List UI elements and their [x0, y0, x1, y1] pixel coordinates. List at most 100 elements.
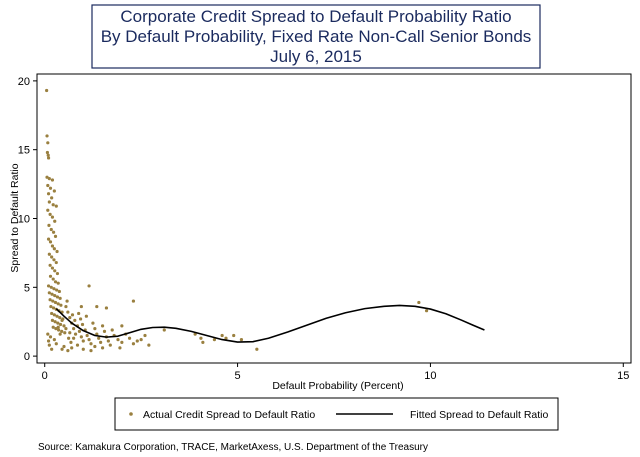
scatter-point [56, 321, 60, 325]
scatter-point [46, 284, 51, 288]
scatter-point [54, 342, 58, 346]
scatter-point [51, 299, 55, 303]
scatter-point [104, 306, 109, 310]
legend-scatter-marker [129, 412, 133, 416]
scatter-point [51, 325, 55, 329]
fitted-line [55, 304, 485, 343]
scatter-point [48, 240, 53, 244]
scatter-point [53, 320, 57, 324]
scatter-point [108, 343, 112, 347]
scatter-point [49, 285, 53, 289]
title-box [91, 4, 541, 69]
y-tick-label: 15 [18, 145, 30, 157]
scatter-point [55, 271, 60, 276]
scatter-point [46, 339, 51, 343]
y-axis-label: Spread to Default Ratio [9, 163, 21, 272]
scatter-point [50, 215, 55, 219]
scatter-point [95, 304, 99, 309]
scatter-point [75, 343, 80, 347]
scatter-point [53, 219, 57, 223]
scatter-point [53, 280, 58, 284]
x-tick-label: 10 [424, 370, 436, 382]
scatter-point [69, 340, 73, 344]
scatter-point [131, 299, 136, 303]
scatter-point [147, 343, 151, 347]
scatter-point [77, 311, 81, 316]
scatter-point [46, 192, 51, 196]
scatter-point [72, 336, 76, 340]
scatter-point [91, 321, 95, 325]
axis-ticks: 0 5 10 15 0 5 10 15 20 [18, 76, 630, 382]
scatter-point [143, 333, 147, 338]
scatter-point [66, 349, 70, 353]
scatter-point [58, 296, 62, 300]
scatter-point [50, 196, 54, 200]
scatter-point [46, 153, 50, 157]
scatter-point [79, 304, 83, 309]
scatter-point [120, 324, 124, 328]
scatter-point [51, 277, 55, 281]
scatter-point [73, 318, 77, 322]
scatter-point [139, 338, 143, 342]
scatter-point [49, 227, 53, 232]
scatter-point [255, 347, 259, 351]
scatter-point [50, 311, 54, 316]
scatter-point [51, 203, 55, 207]
scatter-point [58, 322, 63, 327]
scatter-point [99, 340, 103, 344]
scatter-point [56, 325, 60, 329]
scatter-point [67, 336, 71, 340]
scatter-point [65, 299, 69, 303]
scatter-point [50, 318, 55, 322]
scatter-point [77, 329, 82, 333]
scatter-point [45, 150, 50, 155]
scatter-point [79, 335, 83, 339]
scatter-point [417, 300, 421, 305]
scatter-point [89, 342, 93, 346]
scatter-point [55, 314, 59, 318]
scatter-point [47, 176, 51, 181]
y-tick-label: 0 [24, 351, 30, 363]
scatter-point [56, 281, 60, 285]
scatter-point [46, 208, 50, 212]
scatter-point [46, 156, 51, 160]
scatter-point [87, 338, 91, 342]
scatter-point [50, 178, 55, 182]
scatter-point [73, 332, 78, 336]
scatter-point [232, 333, 236, 338]
scatter-point [424, 309, 429, 313]
scatter-point [116, 338, 120, 342]
scatter-point [55, 295, 60, 299]
scatter-point [220, 333, 224, 338]
scatter-point [110, 328, 114, 332]
scatter-point [201, 340, 205, 344]
scatter-point [127, 336, 132, 340]
scatter-point [239, 338, 244, 342]
scatter-point [60, 329, 64, 333]
scatter-point [46, 237, 51, 241]
scatter-point [52, 258, 56, 262]
scatter-point [212, 338, 217, 342]
scatter-point [131, 342, 136, 346]
scatter-point [85, 333, 89, 338]
scatter-point [64, 327, 68, 331]
scatter-point [57, 289, 61, 294]
scatter-point [58, 332, 62, 336]
scatter-point [48, 212, 52, 216]
scatter-point [55, 288, 59, 292]
scatter-point [52, 287, 56, 291]
scatter-point [56, 302, 60, 306]
scatter-point [54, 327, 58, 331]
scatter-point [102, 329, 107, 333]
x-axis-label: Default Probability (Percent) [272, 380, 403, 392]
scatter-point [60, 347, 64, 351]
scatter-point [60, 318, 64, 322]
scatter-point [118, 346, 122, 350]
scatter-point [46, 332, 50, 336]
scatter-point [50, 292, 54, 296]
scatter-point [54, 260, 58, 265]
y-tick-label: 5 [24, 282, 30, 294]
scatter-point [46, 183, 50, 188]
scatter-point [62, 344, 66, 349]
